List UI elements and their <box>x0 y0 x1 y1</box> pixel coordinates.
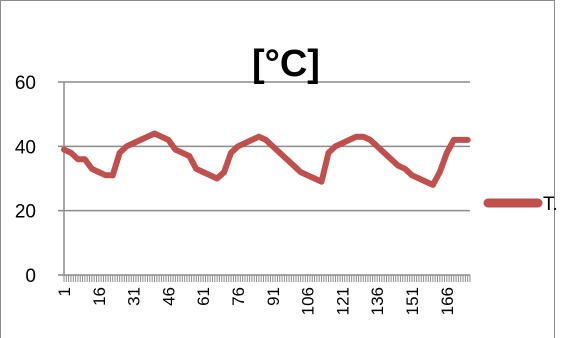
y-tick-label-20: 20 <box>15 202 36 223</box>
y-tick-labels: 0 20 40 60 <box>15 73 36 287</box>
series-lines <box>61 130 471 188</box>
x-tick-label-76: 76 <box>229 287 248 306</box>
axes <box>58 82 471 282</box>
x-tick-label-166: 166 <box>438 287 457 315</box>
y-tick-label-40: 40 <box>15 137 36 158</box>
y-tick-label-0: 0 <box>25 266 36 287</box>
x-tick-label-16: 16 <box>90 287 109 306</box>
x-tick-label-31: 31 <box>125 287 144 306</box>
gridlines <box>58 81 470 212</box>
x-tick-label-1: 1 <box>55 287 74 296</box>
chart-title: [°C] <box>252 43 320 85</box>
x-tick-label-106: 106 <box>299 287 318 315</box>
x-tick-label-151: 151 <box>403 287 422 315</box>
x-tick-labels: 1 16 31 46 61 76 91 106 121 136 151 166 <box>55 287 457 315</box>
x-tick-label-46: 46 <box>159 287 178 306</box>
x-tick-label-61: 61 <box>194 287 213 306</box>
y-tick-label-60: 60 <box>15 73 36 94</box>
legend: T. <box>483 194 558 215</box>
series-line-0 <box>61 130 471 188</box>
legend-label-t: T. <box>543 194 558 215</box>
x-tick-label-91: 91 <box>264 287 283 306</box>
x-tick-label-121: 121 <box>333 287 352 315</box>
x-tick-label-136: 136 <box>368 287 387 315</box>
